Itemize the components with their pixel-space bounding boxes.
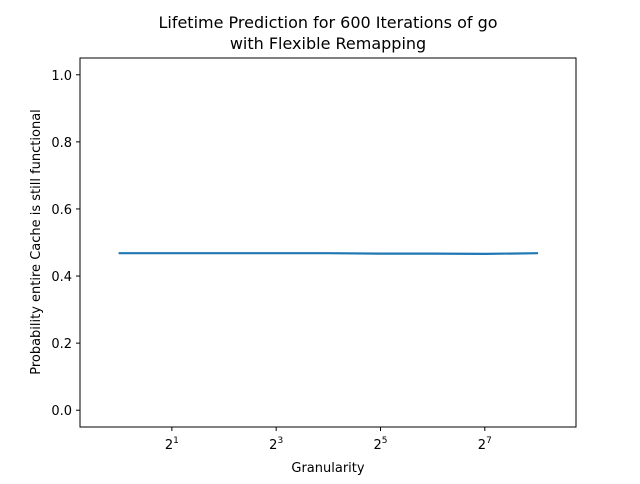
x-tick-label-3: 27: [478, 436, 492, 453]
plot-area: 0.0 0.2 0.4 0.6 0.8 1.0 21 23 25 27: [51, 57, 577, 453]
x-axis-label: Granularity: [291, 461, 364, 476]
x-tick-label-0: 21: [165, 436, 179, 453]
y-tick-label-4: 0.8: [51, 136, 72, 151]
y-tick-label-5: 1.0: [51, 69, 72, 84]
y-axis-label: Probability entire Cache is still functi…: [29, 109, 44, 375]
series-line-0: [118, 252, 539, 255]
y-tick-label-3: 0.6: [51, 203, 72, 218]
y-tick-label-2: 0.4: [51, 270, 72, 285]
y-tick-label-0: 0.0: [51, 404, 72, 419]
y-tick-label-1: 0.2: [51, 337, 72, 352]
x-tick-label-2: 25: [373, 436, 387, 453]
chart-title-line-1: Lifetime Prediction for 600 Iterations o…: [158, 13, 497, 32]
axes-frame: [79, 57, 577, 428]
x-tick-label-1: 23: [269, 436, 283, 453]
chart-title-line-2: with Flexible Remapping: [230, 34, 426, 53]
